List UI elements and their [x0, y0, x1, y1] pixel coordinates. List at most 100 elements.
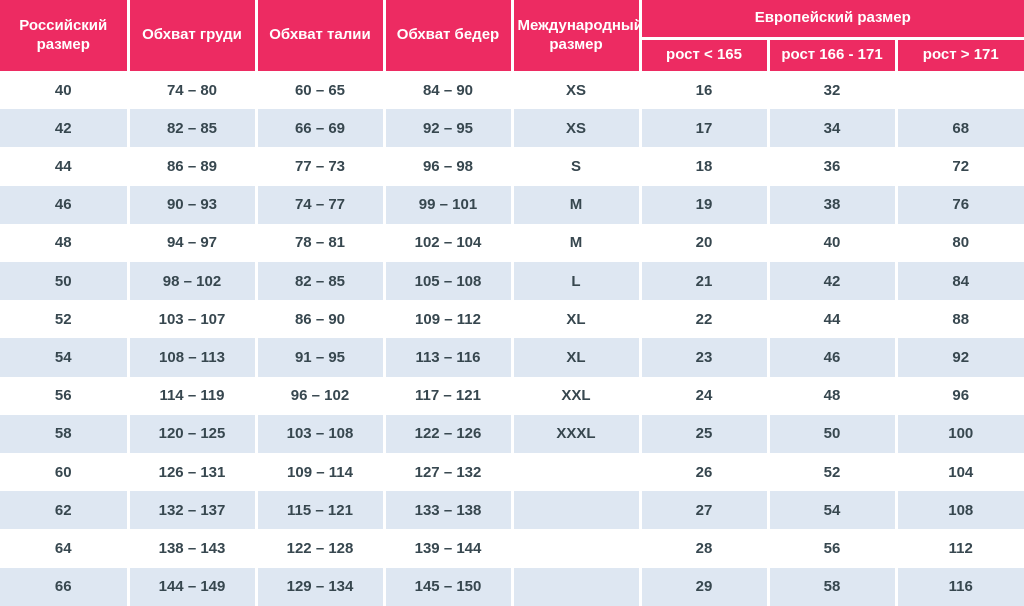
table-cell: 76: [896, 185, 1024, 224]
table-cell: 127 – 132: [384, 453, 514, 492]
table-cell: 82 – 85: [256, 262, 386, 301]
table-cell: 96 – 102: [256, 376, 386, 415]
table-cell: 16: [640, 71, 770, 110]
header-international-size: Международный размер: [512, 0, 643, 71]
table-cell: 114 – 119: [128, 376, 258, 415]
table-cell: 32: [768, 71, 898, 110]
table-cell: 98 – 102: [128, 262, 258, 301]
table-cell: 29: [640, 567, 770, 606]
table-cell: 96 – 98: [384, 147, 514, 186]
table-cell: 144 – 149: [128, 567, 258, 606]
table-cell: 21: [640, 262, 770, 301]
table-cell: 145 – 150: [384, 567, 514, 606]
table-cell: 42: [0, 109, 130, 148]
table-cell: 27: [640, 491, 770, 530]
table-cell: [512, 529, 642, 568]
table-cell: 52: [0, 300, 130, 339]
table-cell: 104: [896, 453, 1024, 492]
table-cell: 102 – 104: [384, 223, 514, 263]
header-row-main: Российский размер Обхват груди Обхват та…: [0, 0, 1024, 71]
table-cell: 50: [768, 414, 898, 454]
table-cell: 109 – 114: [256, 453, 386, 492]
table-cell: 78 – 81: [256, 223, 386, 263]
table-cell: 24: [640, 376, 770, 415]
table-cell: 20: [640, 223, 770, 263]
table-cell: 60 – 65: [256, 71, 386, 110]
table-cell: 56: [768, 529, 898, 568]
table-cell: 103 – 108: [256, 414, 386, 454]
table-row: 56 114 – 119 96 – 102 117 – 121 XXL 24 48 96: [0, 376, 1024, 415]
table-cell: 99 – 101: [384, 185, 514, 224]
table-cell: 25: [640, 414, 770, 454]
table-cell: 46: [768, 338, 898, 377]
table-cell: L: [512, 262, 642, 301]
table-cell: 112: [896, 529, 1024, 568]
header-chest: Обхват груди: [128, 0, 258, 71]
table-cell: 62: [0, 491, 130, 530]
table-cell: 46: [0, 185, 130, 224]
table-cell: 58: [0, 414, 130, 454]
table-cell: 94 – 97: [128, 223, 258, 263]
table-cell: 50: [0, 262, 130, 301]
table-cell: 66: [0, 567, 130, 606]
table-cell: 108 – 113: [128, 338, 258, 377]
table-cell: 54: [768, 491, 898, 530]
table-cell: 138 – 143: [128, 529, 258, 568]
header-waist: Обхват талии: [256, 0, 386, 71]
table-row: 62 132 – 137 115 – 121 133 – 138 27 54 108: [0, 491, 1024, 530]
table-cell: 117 – 121: [384, 376, 514, 415]
table-cell: 116: [896, 567, 1024, 606]
header-russian-size: Российский размер: [0, 0, 130, 71]
table-cell: 108: [896, 491, 1024, 530]
table-cell: 100: [896, 414, 1024, 454]
table-cell: 64: [0, 529, 130, 568]
table-cell: XL: [512, 300, 642, 339]
table-cell: 26: [640, 453, 770, 492]
table-cell: 80: [896, 223, 1024, 263]
table-cell: 48: [768, 376, 898, 415]
table-cell: 86 – 89: [128, 147, 258, 186]
table-cell: 44: [0, 147, 130, 186]
table-cell: 120 – 125: [128, 414, 258, 454]
table-row: 60 126 – 131 109 – 114 127 – 132 26 52 104: [0, 453, 1024, 492]
table-cell: 77 – 73: [256, 147, 386, 186]
table-cell: 84 – 90: [384, 71, 514, 110]
table-cell: 129 – 134: [256, 567, 386, 606]
table-cell: [512, 491, 642, 530]
table-cell: 18: [640, 147, 770, 186]
table-cell: 68: [896, 109, 1024, 148]
table-row: 50 98 – 102 82 – 85 105 – 108 L 21 42 84: [0, 262, 1024, 301]
table-row: 46 90 – 93 74 – 77 99 – 101 M 19 38 76: [0, 185, 1024, 224]
header-height-166-171: рост 166 - 171: [768, 36, 898, 71]
table-cell: 38: [768, 185, 898, 224]
table-cell: 91 – 95: [256, 338, 386, 377]
table-cell: 126 – 131: [128, 453, 258, 492]
table-cell: 139 – 144: [384, 529, 514, 568]
table-cell: 122 – 126: [384, 414, 514, 454]
table-cell: 82 – 85: [128, 109, 258, 148]
table-cell: 74 – 80: [128, 71, 258, 110]
header-hips: Обхват бедер: [384, 0, 514, 71]
table-cell: 56: [0, 376, 130, 415]
header-height-over-171: рост > 171: [896, 36, 1024, 71]
table-body: 40 74 – 80 60 – 65 84 – 90 XS 16 32 42 82 – 85 66…: [0, 71, 1024, 606]
table-row: 66 144 – 149 129 – 134 145 – 150 29 58 116: [0, 567, 1024, 606]
table-cell: 36: [768, 147, 898, 186]
table-cell: 58: [768, 567, 898, 606]
table-row: 44 86 – 89 77 – 73 96 – 98 S 18 36 72: [0, 147, 1024, 186]
table-cell: 96: [896, 376, 1024, 415]
table-cell: 52: [768, 453, 898, 492]
table-cell: 115 – 121: [256, 491, 386, 530]
table-cell: 84: [896, 262, 1024, 301]
table-cell: XS: [512, 109, 642, 148]
table-row: 64 138 – 143 122 – 128 139 – 144 28 56 112: [0, 529, 1024, 568]
table-cell: 90 – 93: [128, 185, 258, 224]
table-cell: 19: [640, 185, 770, 224]
table-row: 42 82 – 85 66 – 69 92 – 95 XS 17 34 68: [0, 109, 1024, 148]
table-cell: 28: [640, 529, 770, 568]
table-cell: 48: [0, 223, 130, 263]
table-row: 54 108 – 113 91 – 95 113 – 116 XL 23 46 92: [0, 338, 1024, 377]
header-row-heights: рост < 165 рост 166 - 171 рост > 171: [0, 36, 1024, 71]
table-cell: 109 – 112: [384, 300, 514, 339]
